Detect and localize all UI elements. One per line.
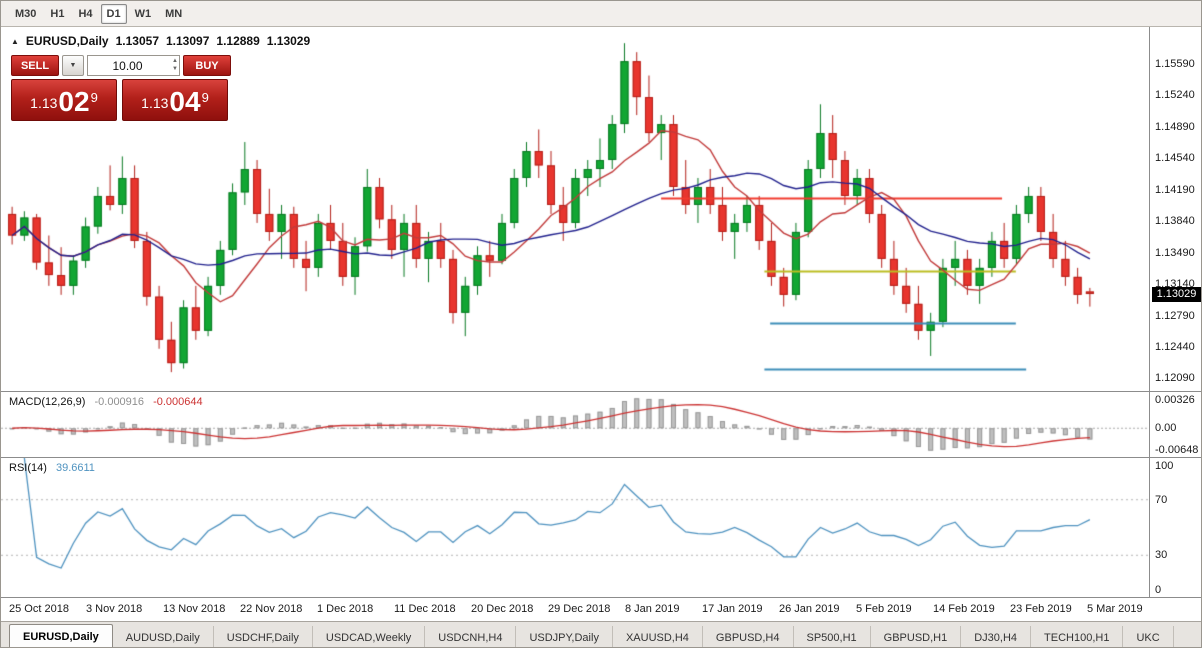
chart-title: ▲ EURUSD,Daily 1.13057 1.13097 1.12889 1… [11,34,310,48]
price-axis-label: 1.14540 [1155,152,1195,165]
time-axis-label: 13 Nov 2018 [163,603,226,615]
macd-axis-label-bottom: -0.00648 [1155,444,1199,456]
price-axis-label: 1.12440 [1155,340,1195,353]
panel-separator [1,597,1201,598]
tab-tech100[interactable]: TECH100,H1 [1031,626,1124,647]
tab-gbpusd[interactable]: GBPUSD,H1 [871,626,962,647]
timeframe-button-mn[interactable]: MN [165,7,183,20]
time-axis-label: 11 Dec 2018 [394,603,456,615]
ohlc-high: 1.13097 [166,34,210,48]
axis-separator [1149,27,1150,598]
timeframe-buttons: M30 H1 H4 D1 W1 MN [9,3,188,24]
rsi-label: RSI(14) 39.6611 [9,462,95,474]
rsi-axis-label: 0 [1155,584,1162,596]
time-axis-label: 8 Jan 2019 [625,603,680,615]
macd-chart-canvas[interactable] [1,392,1149,457]
stepper-down-icon[interactable]: ▼ [172,66,178,72]
volume-input[interactable] [87,55,180,76]
macd-axis-label-zero: 0.00 [1155,422,1177,435]
macd-axis-label-top: 0.00326 [1155,394,1195,406]
macd-name: MACD(12,26,9) [9,396,86,408]
tab-audusd[interactable]: AUDUSD,Daily [113,626,214,647]
time-axis-label: 23 Feb 2019 [1010,603,1072,615]
price-axis-label: 1.14190 [1155,183,1195,196]
collapse-chart-icon[interactable]: ▲ [11,36,19,46]
price-axis-label: 1.14890 [1155,120,1195,133]
stepper-up-icon[interactable]: ▲ [172,58,178,64]
tab-dj30[interactable]: DJ30,H4 [961,626,1032,647]
time-axis-label: 26 Jan 2019 [779,603,840,615]
rsi-axis-label: 30 [1155,549,1168,562]
rsi-name: RSI(14) [9,462,47,474]
ohlc-open: 1.13057 [115,34,159,48]
chart-symbol-label: EURUSD,Daily [25,34,109,48]
time-axis-label: 3 Nov 2018 [86,603,143,615]
panel-separator [1,391,1201,392]
rsi-axis-label: 70 [1155,493,1168,506]
tab-xauusd[interactable]: XAUUSD,H4 [613,626,703,647]
timeframe-button-d1[interactable]: D1 [100,3,127,24]
macd-value-main: -0.000916 [94,396,145,408]
timeframe-button-w1[interactable]: W1 [134,7,152,20]
time-axis-label: 20 Dec 2018 [471,603,534,615]
tab-usdchf[interactable]: USDCHF,Daily [214,626,313,647]
time-axis-label: 5 Mar 2019 [1087,603,1143,615]
ask-quote-panel[interactable]: 1.13 04 9 [122,79,228,121]
timeframe-button-m30[interactable]: M30 [15,7,37,20]
symbol-tabbar: EURUSD,Daily AUDUSD,Daily USDCHF,Daily USDC… [1,621,1201,647]
timeframe-button-h1[interactable]: H1 [50,7,65,20]
bid-quote-panel[interactable]: 1.13 02 9 [11,79,117,121]
bid-price-prefix: 1.13 [30,95,58,111]
volume-stepper[interactable]: ▲ ▼ [172,57,178,73]
buy-button[interactable]: BUY [183,55,231,76]
macd-label: MACD(12,26,9) -0.000916 -0.000644 [9,396,203,408]
rsi-axis-label: 100 [1155,460,1174,472]
time-axis-label: 29 Dec 2018 [548,603,611,615]
time-axis-label: 14 Feb 2019 [933,603,995,615]
price-axis-label: 1.12790 [1155,309,1195,322]
bid-price-sup: 9 [90,90,98,105]
ohlc-close: 1.13029 [266,34,311,48]
time-axis-label: 5 Feb 2019 [856,603,912,615]
ask-price-sup: 9 [201,90,209,105]
sell-button[interactable]: SELL [11,55,59,76]
chart-window: ▲ EURUSD,Daily 1.13057 1.13097 1.12889 1… [1,27,1201,621]
price-axis-label: 1.15240 [1155,89,1195,102]
rsi-chart-canvas[interactable] [1,458,1149,597]
ask-price-big: 04 [169,86,201,117]
tab-usdcad[interactable]: USDCAD,Weekly [313,626,426,647]
tab-ukc[interactable]: UKC [1123,626,1174,647]
time-axis-label: 17 Jan 2019 [702,603,763,615]
price-axis-label: 1.13490 [1155,246,1195,259]
price-axis-label: 1.13840 [1155,215,1195,228]
panel-separator [1,457,1201,458]
tab-eurusd[interactable]: EURUSD,Daily [9,624,113,647]
price-axis: 1.13029 1.15590 1.15240 1.14890 1.14540 1.14… [1150,27,1201,598]
time-axis-label: 22 Nov 2018 [240,603,303,615]
tab-gbpusd[interactable]: GBPUSD,H4 [703,626,794,647]
bid-price-big: 02 [58,86,90,117]
tab-usdcnh[interactable]: USDCNH,H4 [425,626,517,647]
timeframe-button-h4[interactable]: H4 [78,7,93,20]
tab-usdjpy[interactable]: USDJPY,Daily [516,626,613,647]
price-axis-label: 1.15590 [1155,57,1195,70]
macd-value-signal: -0.000644 [153,396,203,408]
ask-price-prefix: 1.13 [141,95,169,111]
tab-sp500[interactable]: SP500,H1 [794,626,871,647]
timeframe-toolbar: M30 H1 H4 D1 W1 MN [1,1,1201,27]
price-axis-label: 1.13140 [1155,278,1195,291]
chevron-down-icon: ▼ [69,62,77,69]
current-price-tag: 1.13029 [1152,287,1201,303]
rsi-value: 39.6611 [55,462,95,474]
time-axis-label: 25 Oct 2018 [9,603,69,615]
time-axis: 25 Oct 2018 3 Nov 2018 13 Nov 2018 22 Nov 2… [1,598,1201,621]
one-click-trading-panel: SELL ▼ ▲ ▼ BUY 1.13 02 9 [11,55,231,121]
ohlc-low: 1.12889 [216,34,260,48]
time-axis-label: 1 Dec 2018 [317,603,374,615]
price-axis-label: 1.12090 [1155,372,1195,385]
volume-dropdown-button[interactable]: ▼ [62,55,84,76]
